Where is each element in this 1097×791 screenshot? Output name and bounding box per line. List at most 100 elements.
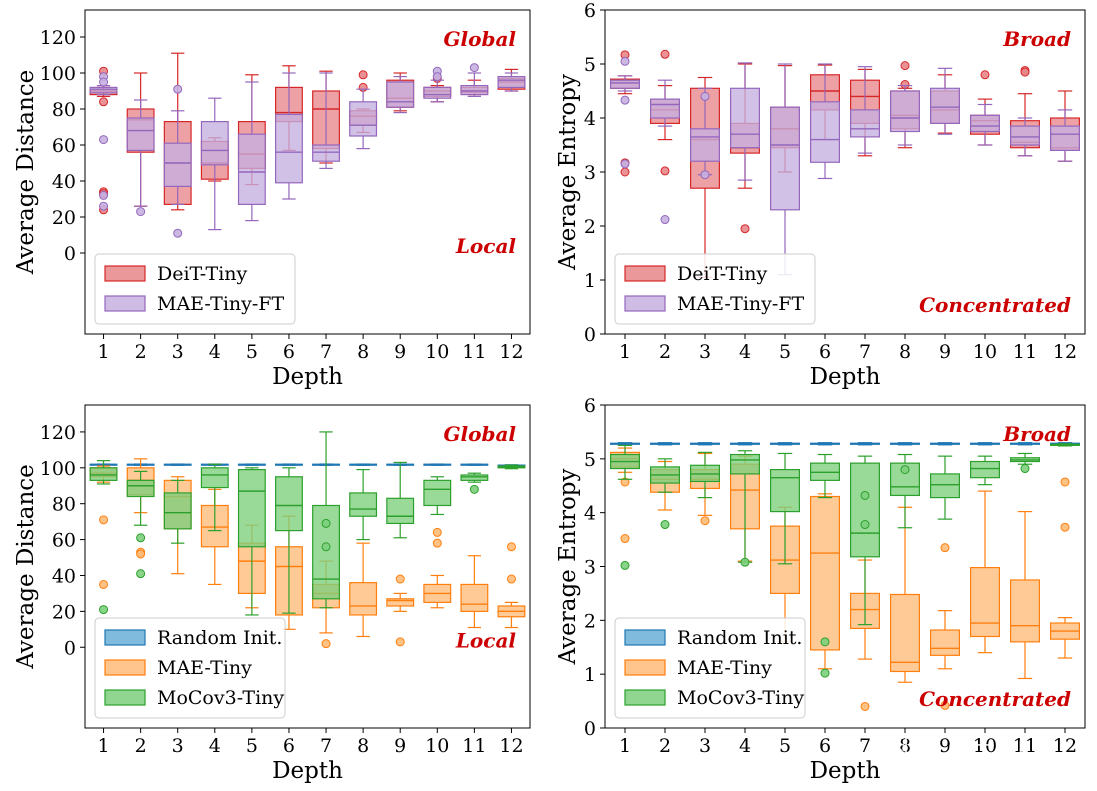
- annotation-top: Global: [443, 27, 516, 51]
- box-outlier: [860, 520, 870, 530]
- box-outlier: [660, 166, 670, 176]
- x-tick-label: 11: [462, 341, 486, 363]
- box-iqr: [312, 144, 340, 162]
- box-iqr: [349, 492, 378, 517]
- annotation-top: Broad: [1002, 27, 1071, 51]
- x-tick-label: 9: [394, 735, 406, 757]
- box-outlier: [506, 574, 516, 584]
- y-tick-label: 80: [52, 494, 76, 516]
- box-iqr: [1009, 125, 1040, 146]
- y-tick-label: 4: [584, 108, 596, 130]
- box-outlier: [1020, 67, 1030, 77]
- box-iqr: [969, 460, 1000, 479]
- x-tick-label: 8: [357, 341, 369, 363]
- box-iqr: [769, 106, 800, 211]
- box-iqr: [163, 142, 192, 187]
- box-outlier: [321, 542, 331, 552]
- y-axis-label: Average Distance: [13, 70, 39, 276]
- x-tick-label: 2: [659, 735, 671, 757]
- box-outlier: [860, 490, 870, 500]
- box-iqr: [849, 462, 880, 558]
- box-iqr: [126, 117, 155, 152]
- y-tick-label: 2: [584, 216, 596, 238]
- legend-label: DeiT-Tiny: [157, 263, 248, 285]
- box-outlier: [700, 170, 710, 180]
- box-outlier: [620, 534, 630, 544]
- box-outlier: [900, 465, 910, 475]
- box-outlier: [1020, 464, 1030, 474]
- box-iqr: [809, 495, 840, 651]
- box-iqr: [729, 87, 760, 149]
- annotation-top: Global: [443, 422, 516, 446]
- box-outlier: [860, 701, 870, 711]
- x-tick-label: 8: [899, 341, 911, 363]
- legend: DeiT-Tiny MAE-Tiny-FT: [614, 253, 816, 325]
- box-outlier: [99, 579, 109, 589]
- x-tick-label: 12: [1053, 735, 1077, 757]
- box-iqr: [349, 582, 378, 616]
- x-tick-label: 9: [939, 735, 951, 757]
- box-outlier: [432, 72, 442, 82]
- box-outlier: [740, 224, 750, 234]
- box-iqr: [386, 497, 415, 525]
- legend: Random Init. MAE-Tiny MoCov3-Tiny: [614, 617, 806, 719]
- legend-label: MAE-Tiny: [677, 657, 772, 679]
- box-outlier: [620, 560, 630, 570]
- box-outlier: [99, 97, 109, 107]
- y-tick-label: 20: [52, 207, 76, 229]
- box-outlier: [99, 605, 109, 615]
- box-iqr: [200, 120, 229, 166]
- box-outlier: [321, 639, 331, 649]
- x-tick-label: 3: [699, 735, 711, 757]
- box-outlier: [660, 49, 670, 59]
- x-tick-label: 7: [320, 735, 332, 757]
- box-outlier: [620, 56, 630, 66]
- x-tick-label: 9: [394, 341, 406, 363]
- box-outlier: [136, 207, 146, 217]
- y-tick-label: 1: [584, 664, 596, 686]
- y-tick-label: 80: [52, 99, 76, 121]
- y-tick-label: 3: [584, 162, 596, 184]
- box-iqr: [349, 101, 378, 137]
- x-tick-label: 1: [619, 341, 631, 363]
- y-tick-label: 6: [584, 0, 596, 22]
- x-tick-label: 8: [899, 735, 911, 757]
- y-tick-label: 6: [584, 395, 596, 417]
- x-tick-label: 10: [425, 341, 449, 363]
- x-tick-label: 3: [172, 341, 184, 363]
- box-iqr: [729, 453, 760, 475]
- box-iqr: [889, 90, 920, 133]
- x-tick-label: 7: [859, 735, 871, 757]
- annotation-bottom: Local: [455, 234, 517, 258]
- box-outlier: [620, 159, 630, 169]
- box-iqr: [1009, 579, 1040, 643]
- x-axis-label: Depth: [272, 758, 343, 784]
- box-outlier: [173, 228, 183, 238]
- y-tick-label: 1: [584, 270, 596, 292]
- box-iqr: [423, 479, 452, 507]
- y-tick-label: 100: [40, 458, 76, 480]
- y-tick-label: 0: [584, 718, 596, 740]
- box-outlier: [506, 542, 516, 552]
- legend-label: Random Init.: [157, 627, 282, 649]
- annotation-bottom: Concentrated: [919, 687, 1071, 711]
- box-outlier: [99, 515, 109, 525]
- box-outlier: [358, 70, 368, 80]
- box-outlier: [136, 533, 146, 543]
- x-tick-label: 2: [135, 341, 147, 363]
- box-outlier: [469, 484, 479, 494]
- box-iqr: [809, 101, 840, 163]
- legend-label: DeiT-Tiny: [677, 263, 768, 285]
- box-outlier: [900, 61, 910, 71]
- annotation-bottom: Local: [455, 628, 517, 652]
- legend-swatch: [624, 629, 666, 646]
- box-iqr: [460, 474, 489, 481]
- legend-swatch: [104, 659, 146, 676]
- box-iqr: [275, 113, 303, 184]
- box-outlier: [660, 215, 670, 225]
- annotation-top: Broad: [1002, 422, 1071, 446]
- y-tick-label: 2: [584, 610, 596, 632]
